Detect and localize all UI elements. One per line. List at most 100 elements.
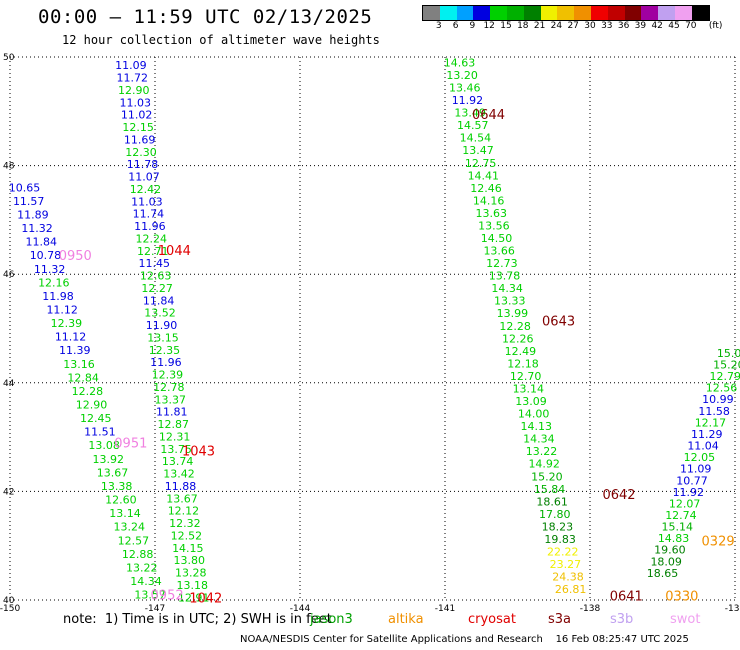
wave-height-value: 13.75 — [160, 443, 192, 456]
y-tick-label: 46 — [3, 270, 15, 280]
wave-height-value: 13.78 — [489, 270, 521, 283]
pass-time-label: 0641 — [610, 590, 643, 605]
wave-height-value: 18.65 — [647, 567, 679, 580]
wave-height-value: 12.27 — [141, 282, 173, 295]
wave-height-value: 12.78 — [153, 381, 185, 394]
pass-time-label: 0952 — [151, 589, 184, 604]
wave-height-value: 17.80 — [539, 508, 571, 521]
wave-height-value: 13.92 — [93, 453, 125, 466]
satellite-name-swot: swot — [670, 612, 701, 627]
wave-height-value: 12.52 — [171, 529, 203, 542]
legend-tick-label: 24 — [550, 21, 563, 31]
wave-height-value: 12.46 — [470, 182, 502, 195]
pass-time-label: 1044 — [158, 244, 191, 259]
y-tick-label: 50 — [3, 53, 15, 63]
x-tick-label: -138 — [580, 604, 601, 614]
wave-height-value: 14.41 — [468, 169, 500, 182]
wave-height-value: 12.75 — [465, 157, 497, 170]
pass-time-label: 1042 — [189, 591, 222, 606]
wave-height-value: 12.42 — [130, 183, 162, 196]
wave-height-value: 10.99 — [702, 393, 734, 406]
wave-height-value: 11.74 — [133, 208, 165, 221]
wave-height-value: 11.92 — [452, 94, 484, 107]
x-tick-label: -141 — [435, 604, 455, 614]
y-tick-label: 40 — [3, 596, 15, 606]
wave-height-value: 11.39 — [59, 344, 91, 357]
wave-height-value: 14.34 — [130, 575, 162, 588]
pass-time-label: 0950 — [59, 249, 92, 264]
wave-height-value: 11.03 — [119, 96, 151, 109]
wave-height-value: 14.15 — [172, 542, 204, 555]
wave-height-value: 18.09 — [650, 555, 682, 568]
legend-swatch — [624, 6, 642, 20]
wave-height-value: 11.90 — [146, 319, 178, 332]
wave-height-value: 12.70 — [510, 370, 542, 383]
wave-height-value: 12.32 — [169, 517, 201, 530]
wave-height-value: 11.69 — [124, 133, 156, 146]
satellite-name-cryosat: cryosat — [468, 612, 516, 627]
wave-height-value: 12.15 — [122, 121, 154, 134]
wave-height-value: 13.80 — [174, 554, 206, 567]
wave-height-value: 19.60 — [654, 544, 686, 557]
color-legend — [422, 5, 710, 21]
wave-height-value: 12.49 — [505, 345, 537, 358]
wave-height-value: 13.16 — [63, 358, 95, 371]
wave-height-value: 13.09 — [515, 395, 547, 408]
wave-height-value: 12.28 — [72, 385, 104, 398]
wave-height-value: 13.33 — [494, 295, 526, 308]
wave-height-value: 13.15 — [147, 331, 179, 344]
wave-height-value: 12.45 — [80, 412, 112, 425]
y-tick-label: 42 — [3, 487, 14, 497]
legend-swatch — [423, 6, 440, 20]
wave-height-value: 12.05 — [684, 451, 716, 464]
legend-tick-label: 33 — [601, 21, 613, 31]
wave-height-value: 13.28 — [175, 567, 207, 580]
color-legend-ticks: 3 6 9 12 15 18 21 24 27 30 33 36 39 42 45 70 (ft) — [422, 21, 732, 33]
wave-height-value: 13.49 — [454, 107, 486, 120]
wave-height-value: 13.56 — [478, 219, 510, 232]
y-tick-label: 44 — [3, 379, 15, 389]
legend-unit: (ft) — [708, 21, 723, 31]
page-title: 00:00 – 11:59 UTC 02/13/2025 — [38, 6, 373, 28]
pass-time-label: 0644 — [472, 108, 505, 123]
wave-height-value: 11.84 — [26, 236, 58, 249]
wave-height-value: 12.73 — [486, 257, 518, 270]
wave-height-value: 12.12 — [168, 505, 200, 518]
wave-height-value: 26.81 — [555, 583, 587, 596]
wave-height-value: 13.22 — [526, 445, 558, 458]
wave-height-value: 11.51 — [84, 426, 116, 439]
satellite-name-s3a: s3a — [548, 612, 572, 627]
legend-swatch — [590, 6, 608, 20]
wave-height-value: 12.31 — [159, 430, 191, 443]
wave-height-value: 12.57 — [118, 534, 150, 547]
legend-tick-label: 36 — [617, 21, 630, 31]
legend-swatch — [540, 6, 558, 20]
x-tick-label: -135 — [725, 604, 740, 614]
wave-height-value: 13.37 — [155, 393, 187, 406]
page-subtitle: 12 hour collection of altimeter wave hei… — [62, 33, 380, 47]
wave-height-value: 13.38 — [101, 480, 133, 493]
wave-height-value: 11.88 — [165, 480, 197, 493]
wave-height-value: 13.14 — [513, 382, 545, 395]
wave-height-value: 13.47 — [462, 144, 494, 157]
legend-swatch — [557, 6, 575, 20]
wave-height-value: 12.16 — [38, 276, 70, 289]
wave-height-value: 12.35 — [149, 344, 181, 357]
wave-height-value: 13.08 — [88, 439, 120, 452]
x-tick-label: -144 — [290, 604, 311, 614]
wave-height-value: 12.60 — [105, 494, 137, 507]
wave-height-value: 11.03 — [131, 195, 163, 208]
wave-height-value: 11.12 — [55, 331, 87, 344]
wave-height-value: 14.16 — [473, 194, 505, 207]
wave-height-value: 14.34 — [491, 282, 523, 295]
wave-height-value: 12.39 — [51, 317, 83, 330]
legend-tick-label: 3 — [435, 21, 442, 31]
wave-height-value: 12.26 — [502, 332, 534, 345]
wave-height-value: 13.46 — [449, 82, 481, 95]
wave-height-value: 14.13 — [521, 420, 553, 433]
wave-height-value: 12.56 — [706, 382, 738, 395]
legend-swatch — [607, 6, 625, 20]
wave-height-value: 11.32 — [34, 263, 66, 276]
wave-height-value: 11.09 — [115, 59, 147, 72]
legend-tick-label: 21 — [533, 21, 546, 31]
